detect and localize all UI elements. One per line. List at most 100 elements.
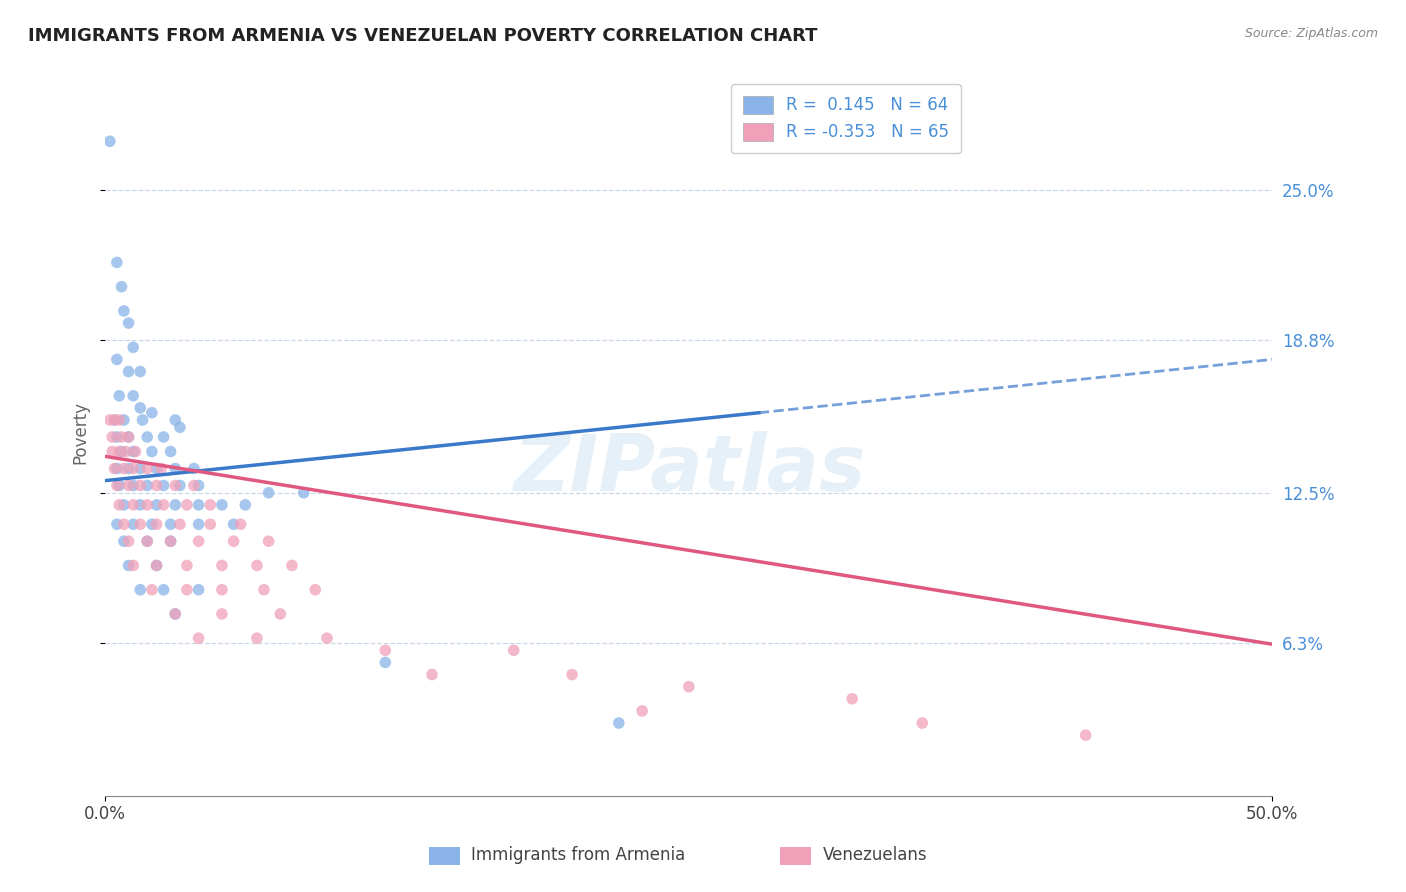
Point <box>176 558 198 573</box>
Point <box>911 716 934 731</box>
Point <box>169 420 191 434</box>
Point <box>124 444 146 458</box>
Point <box>200 498 222 512</box>
Point <box>152 430 174 444</box>
Point <box>1074 728 1097 742</box>
Point <box>222 534 245 549</box>
Point <box>110 430 132 444</box>
Point <box>122 517 145 532</box>
Point <box>122 498 145 512</box>
Point <box>103 461 125 475</box>
Point <box>165 478 187 492</box>
Text: ZIPatlas: ZIPatlas <box>513 431 865 507</box>
Point <box>108 498 131 512</box>
Point <box>316 631 339 645</box>
Point <box>165 413 187 427</box>
Point <box>420 667 443 681</box>
Point <box>145 461 167 475</box>
Point <box>561 667 583 681</box>
Point <box>136 461 159 475</box>
Point <box>98 134 121 148</box>
Point <box>103 413 125 427</box>
Point <box>103 413 125 427</box>
Point <box>105 352 128 367</box>
Point <box>374 643 396 657</box>
Legend: R =  0.145   N = 64, R = -0.353   N = 65: R = 0.145 N = 64, R = -0.353 N = 65 <box>731 84 960 153</box>
Point <box>159 444 181 458</box>
Point <box>145 478 167 492</box>
Point <box>129 365 152 379</box>
Point <box>304 582 326 597</box>
Point <box>257 534 280 549</box>
Point <box>105 517 128 532</box>
Point <box>145 558 167 573</box>
Point <box>150 461 173 475</box>
Point <box>108 478 131 492</box>
Point <box>136 478 159 492</box>
Point <box>110 279 132 293</box>
Point <box>108 389 131 403</box>
Point <box>187 478 209 492</box>
Point <box>176 498 198 512</box>
Text: IMMIGRANTS FROM ARMENIA VS VENEZUELAN POVERTY CORRELATION CHART: IMMIGRANTS FROM ARMENIA VS VENEZUELAN PO… <box>28 27 818 45</box>
Point <box>105 478 128 492</box>
Point <box>159 534 181 549</box>
Point <box>129 461 152 475</box>
Point <box>141 444 163 458</box>
Point <box>165 607 187 621</box>
Text: Immigrants from Armenia: Immigrants from Armenia <box>471 847 685 864</box>
Point <box>141 517 163 532</box>
Point <box>136 534 159 549</box>
Point <box>141 582 163 597</box>
Point <box>159 534 181 549</box>
Point <box>131 413 153 427</box>
Point <box>136 430 159 444</box>
Point <box>246 558 269 573</box>
Point <box>101 430 124 444</box>
Point <box>117 430 139 444</box>
Point <box>117 461 139 475</box>
Point <box>183 478 205 492</box>
Text: Source: ZipAtlas.com: Source: ZipAtlas.com <box>1244 27 1378 40</box>
Point <box>292 485 315 500</box>
Point <box>112 498 135 512</box>
Point <box>117 558 139 573</box>
Point <box>117 430 139 444</box>
Point <box>159 517 181 532</box>
Point <box>122 340 145 354</box>
Point <box>110 444 132 458</box>
Point <box>211 558 233 573</box>
Point <box>112 413 135 427</box>
Point <box>105 255 128 269</box>
Point <box>122 444 145 458</box>
Y-axis label: Poverty: Poverty <box>72 401 89 464</box>
Point <box>129 582 152 597</box>
Point <box>145 498 167 512</box>
Point <box>187 534 209 549</box>
Point <box>122 461 145 475</box>
Point <box>122 389 145 403</box>
Point <box>253 582 276 597</box>
Point <box>112 534 135 549</box>
Point <box>141 406 163 420</box>
Point <box>176 582 198 597</box>
Point <box>152 498 174 512</box>
Point <box>841 691 863 706</box>
Point <box>200 517 222 532</box>
Point <box>222 517 245 532</box>
Point <box>187 582 209 597</box>
Point <box>169 478 191 492</box>
Point <box>607 716 630 731</box>
Point <box>374 656 396 670</box>
Point <box>269 607 291 621</box>
Point <box>211 498 233 512</box>
Point <box>117 478 139 492</box>
Point <box>136 534 159 549</box>
Point <box>233 498 256 512</box>
Point <box>129 401 152 415</box>
Point <box>502 643 524 657</box>
Point <box>122 558 145 573</box>
Point <box>631 704 654 718</box>
Point <box>105 430 128 444</box>
Point <box>108 444 131 458</box>
